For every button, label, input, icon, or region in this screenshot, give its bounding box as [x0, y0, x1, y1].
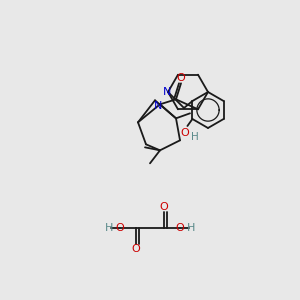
- Text: O: O: [177, 73, 185, 83]
- Text: O: O: [132, 244, 140, 254]
- Text: H: H: [190, 132, 198, 142]
- Text: H: H: [187, 223, 195, 233]
- Text: H: H: [105, 223, 113, 233]
- Text: O: O: [116, 223, 124, 233]
- Text: O: O: [176, 223, 184, 233]
- Text: O: O: [160, 202, 168, 212]
- Text: N: N: [163, 87, 171, 97]
- Text: N: N: [154, 101, 162, 111]
- Text: O: O: [180, 128, 189, 138]
